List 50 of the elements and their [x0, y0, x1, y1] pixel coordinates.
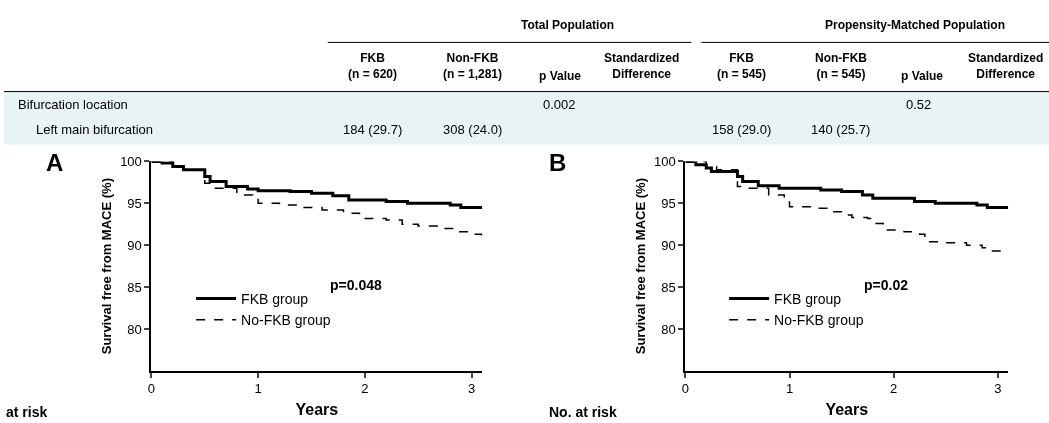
x-tick-label: 2	[361, 381, 369, 397]
x-tick-label: 3	[467, 381, 476, 397]
text: Standardized Difference	[968, 51, 1044, 81]
text: at risk	[6, 404, 48, 420]
annotation: p=0.048	[330, 277, 382, 293]
text: FKB (n = 545)	[717, 51, 767, 81]
legend-label: No-FKB group	[241, 312, 331, 329]
y-tick-label: 80	[661, 321, 676, 337]
legend-label: FKB group	[241, 290, 309, 307]
text: 184 (29.7)	[343, 122, 403, 137]
x-tick-label: 2	[890, 381, 898, 397]
x-tick-label: 0	[681, 381, 690, 397]
text: FKB (n = 620)	[348, 51, 398, 81]
text: No. at risk	[549, 404, 617, 420]
y-axis-title: Survival free from MACE (%)	[98, 178, 114, 355]
text: 0.52	[906, 97, 932, 112]
text: Propensity-Matched Population	[825, 18, 1006, 32]
text: p Value	[901, 69, 944, 83]
text: Bifurcation location	[18, 97, 128, 112]
y-tick-label: 95	[661, 195, 676, 211]
x-tick-label: 1	[785, 381, 794, 397]
x-tick-label: 3	[994, 381, 1002, 397]
y-tick-label: 90	[127, 237, 142, 253]
y-tick-label: 90	[661, 237, 676, 253]
legend-label: No-FKB group	[774, 312, 864, 329]
y-tick-label: 95	[127, 195, 142, 211]
text: Standardized Difference	[604, 51, 680, 81]
text: 0.002	[543, 97, 576, 112]
text: p Value	[539, 69, 582, 83]
y-axis-title: Survival free from MACE (%)	[632, 178, 648, 355]
text: 140 (25.7)	[811, 122, 871, 137]
legend-label: FKB group	[774, 290, 842, 307]
text: 308 (24.0)	[443, 122, 503, 137]
x-axis-title: Years	[825, 400, 869, 418]
y-tick-label: 100	[654, 153, 676, 169]
chart-title: B	[549, 149, 567, 176]
chart-title: A	[46, 149, 64, 176]
text: Left main bifurcation	[36, 122, 154, 137]
text: Non-FKB (n = 1,281)	[443, 51, 503, 81]
text: Total Population	[521, 18, 615, 32]
x-tick-label: 1	[254, 381, 262, 397]
y-tick-label: 85	[127, 279, 142, 295]
x-axis-title: Years	[295, 400, 339, 418]
annotation: p=0.02	[864, 277, 909, 293]
y-tick-label: 80	[127, 321, 142, 337]
text: Non-FKB (n = 545)	[815, 51, 868, 81]
y-tick-label: 100	[120, 153, 142, 169]
text: 158 (29.0)	[712, 122, 772, 137]
y-tick-label: 85	[661, 279, 676, 295]
x-tick-label: 0	[147, 381, 156, 397]
